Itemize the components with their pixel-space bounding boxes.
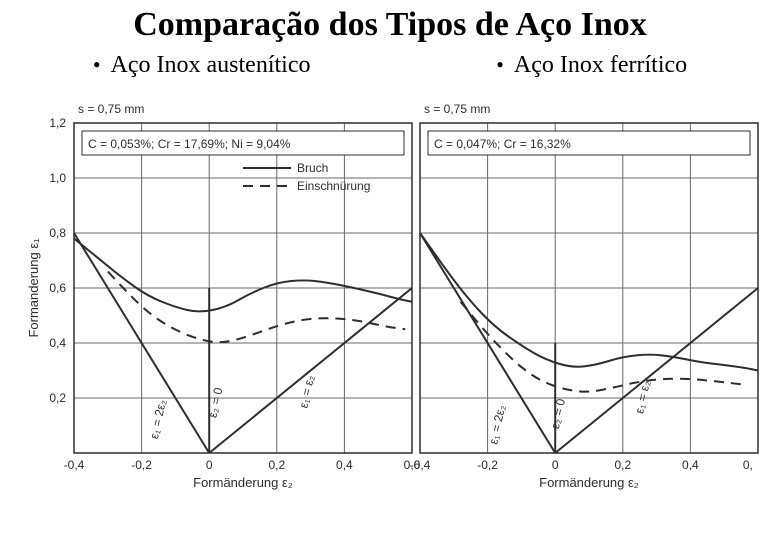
fracture-curve (74, 239, 412, 312)
x-tick-label: 0,2 (614, 458, 631, 472)
left-chart: ε₁ = 2ε₂ε₂ = 0ε₁ = ε₂-0,4-0,200,20,40,6F… (26, 102, 421, 490)
composition-text: C = 0,047%; Cr = 16,32% (434, 137, 571, 151)
x-tick-label: 0,4 (336, 458, 353, 472)
right-chart: ε₁ = 2ε₂ ε₂ = 0 ε₁ = ε₂ -0,4 -0,2 0 0,2 0,4 0, Fo… (410, 102, 758, 490)
necking-curve (461, 302, 742, 392)
fracture-curve (420, 233, 758, 371)
ray-annotation: ε₁ = ε₂ (632, 379, 653, 415)
ray-annotation: ε₁ = 2ε₂ (486, 403, 508, 445)
chart-svg: ε₁ = 2ε₂ ε₂ = 0 ε₁ = ε₂ -0,4 -0,2 0 0,2 0,4 0,6 F… (10, 81, 770, 511)
necking-curve (108, 272, 405, 343)
composition-text: C = 0,053%; Cr = 17,69%; Ni = 9,04% (88, 137, 291, 151)
x-tick-label: 0, (743, 458, 753, 472)
composition-box: C = 0,053%; Cr = 17,69%; Ni = 9,04% (82, 131, 404, 155)
chart-area: ε₁ = 2ε₂ ε₂ = 0 ε₁ = ε₂ -0,4 -0,2 0 0,2 0,4 0,6 F… (10, 81, 770, 511)
right-subtitle-text: Aço Inox ferrítico (514, 52, 687, 79)
x-tick-label: -0,2 (477, 458, 498, 472)
y-tick-label: 0,6 (49, 281, 66, 295)
x-tick-label: 0 (206, 458, 213, 472)
x-axis-label: Formänderung ε₂ (539, 475, 639, 490)
x-tick-label: 0,4 (682, 458, 699, 472)
x-axis-label: Formänderung ε₂ (193, 475, 293, 490)
bullet-icon: • (496, 54, 504, 76)
x-tick-label: -0,4 (64, 458, 85, 472)
composition-box: C = 0,047%; Cr = 16,32% (428, 131, 750, 155)
thickness-note: s = 0,75 mm (424, 102, 490, 116)
y-tick-label: 1,0 (49, 171, 66, 185)
y-tick-label: 0,4 (49, 336, 66, 350)
y-tick-label: 1,2 (49, 116, 66, 130)
x-tick-label: 0 (552, 458, 559, 472)
y-axis-label: Formanderung ε₁ (26, 238, 41, 338)
x-tick-label: -0,2 (131, 458, 152, 472)
right-subtitle: • Aço Inox ferrítico (496, 52, 687, 79)
ray-annotation: ε₁ = 2ε₂ (147, 398, 169, 440)
legend-solid-label: Bruch (297, 161, 328, 175)
left-subtitle: • Aço Inox austenítico (93, 52, 311, 79)
y-tick-label: 0,8 (49, 226, 66, 240)
left-subtitle-text: Aço Inox austenítico (111, 52, 311, 79)
thickness-note: s = 0,75 mm (78, 102, 144, 116)
legend: Bruch Einschnürung (243, 161, 370, 193)
page-title: Comparação dos Tipos de Aço Inox (0, 0, 780, 46)
y-tick-label: 0,2 (49, 391, 66, 405)
x-tick-label: -0,4 (410, 458, 431, 472)
legend-dash-label: Einschnürung (297, 179, 370, 193)
strain-ray (555, 288, 758, 453)
x-tick-label: 0,2 (268, 458, 285, 472)
ray-annotation: ε₂ = 0 (548, 397, 568, 430)
subtitle-row: • Aço Inox austenítico • Aço Inox ferrít… (0, 46, 780, 81)
strain-ray (209, 288, 412, 453)
bullet-icon: • (93, 54, 101, 76)
